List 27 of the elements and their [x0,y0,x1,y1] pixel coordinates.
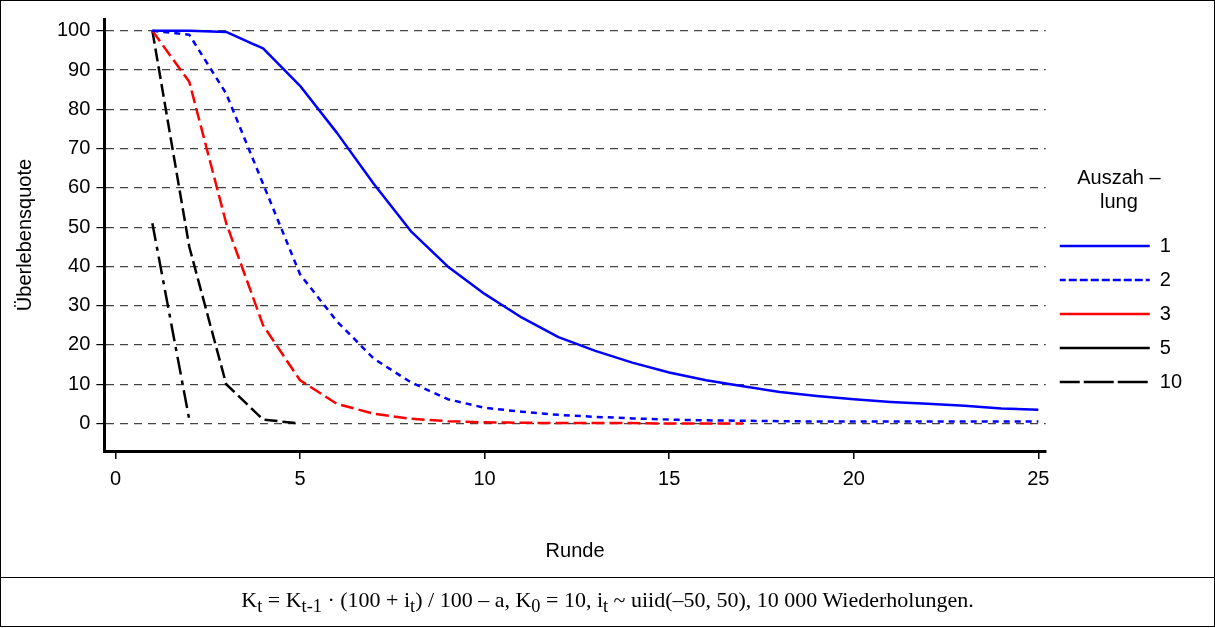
y-axis-title: Überlebensquote [12,158,35,312]
x-axis-title: Runde [545,538,605,561]
x-tick-label: 10 [473,466,496,489]
y-tick-label: 70 [68,136,91,159]
y-tick-label: 40 [68,253,91,276]
x-tick-label: 20 [842,466,865,489]
x-tick-label: 25 [1027,466,1050,489]
x-tick-label: 15 [658,466,681,489]
x-tick-label: 5 [294,466,306,489]
y-tick-label: 100 [56,18,91,41]
legend-label: 1 [1159,233,1171,256]
y-tick-label: 10 [68,371,91,394]
y-tick-label: 0 [79,411,91,434]
legend-label: 2 [1159,267,1171,290]
legend-label: 3 [1159,301,1171,324]
y-tick-label: 60 [68,175,91,198]
y-tick-label: 90 [68,57,91,80]
text: K$_{t}$ = K$_{t-1}$ · (100 + i$_{t}$) / 100 – a, K$_{0}$ = 10, i$_{t}$ ~ uiid(–50, 50), 10 000 Wiederholungen. [241,586,974,617]
line-series [151,29,745,425]
y-tick-label: 20 [68,332,91,355]
y-tick-label: 30 [68,293,91,316]
legend-label: 5 [1159,335,1171,358]
legend-title: Auszah – lung [1077,165,1162,212]
legend-label: 10 [1159,369,1182,392]
y-tick-label: 50 [68,214,91,237]
y-tick-label: 80 [68,96,91,119]
x-tick-label: 0 [109,466,122,489]
